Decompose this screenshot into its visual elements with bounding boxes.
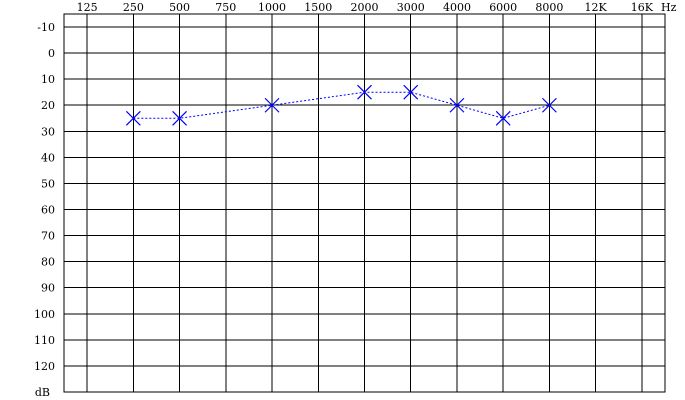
x-tick-labels: 125 250 500 750 1000 1500 2000 3000 4000 6000 8000… (77, 1, 654, 14)
y-unit-label: dB (35, 386, 50, 399)
y-tick-labels: -10 0 10 20 30 40 50 60 70 80 90 100 110 120 (34, 21, 55, 373)
x-tick-label-4000: 4000 (443, 1, 471, 14)
x-tick-label-8000: 8000 (535, 1, 563, 14)
y-tick-label-120: 120 (34, 360, 55, 373)
y-tick-label-110: 110 (34, 334, 55, 347)
data-point-1000 (264, 97, 280, 113)
x-tick-label-12K: 12K (585, 1, 608, 14)
y-tick-label-90: 90 (41, 282, 55, 295)
x-tick-label-2000: 2000 (351, 1, 379, 14)
data-point-6000 (495, 110, 511, 126)
x-tick-label-1500: 1500 (304, 1, 332, 14)
y-tick-label--10: -10 (37, 21, 55, 34)
y-tick-label-60: 60 (41, 204, 55, 217)
data-point-250 (125, 110, 141, 126)
series-group (125, 84, 557, 126)
series-line (133, 91, 550, 119)
x-tick-label-6000: 6000 (489, 1, 517, 14)
x-tick-label-3000: 3000 (397, 1, 425, 14)
y-tick-label-10: 10 (41, 73, 55, 86)
x-tick-label-750: 750 (215, 1, 236, 14)
x-tick-label-500: 500 (169, 1, 190, 14)
x-tick-label-250: 250 (123, 1, 144, 14)
data-point-500 (172, 110, 188, 126)
y-tick-label-50: 50 (41, 177, 55, 190)
grid-lines (63, 13, 666, 393)
y-tick-label-40: 40 (41, 151, 55, 164)
y-tick-label-0: 0 (48, 47, 55, 60)
y-tick-label-30: 30 (41, 125, 55, 138)
y-tick-label-20: 20 (41, 99, 55, 112)
x-unit-label: Hz (661, 1, 677, 14)
x-tick-label-16K: 16K (631, 1, 654, 14)
x-tick-label-1000: 1000 (258, 1, 286, 14)
y-tick-label-100: 100 (34, 308, 55, 321)
y-tick-label-70: 70 (41, 230, 55, 243)
x-tick-label-125: 125 (77, 1, 98, 14)
data-point-3000 (403, 84, 419, 100)
data-point-8000 (541, 97, 557, 113)
data-point-4000 (449, 97, 465, 113)
y-tick-label-80: 80 (41, 256, 55, 269)
data-point-2000 (357, 84, 372, 100)
